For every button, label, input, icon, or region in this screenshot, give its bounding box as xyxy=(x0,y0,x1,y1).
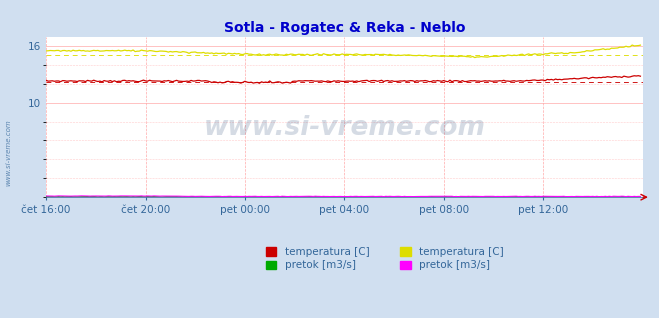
Text: www.si-vreme.com: www.si-vreme.com xyxy=(5,119,12,186)
Title: Sotla - Rogatec & Reka - Neblo: Sotla - Rogatec & Reka - Neblo xyxy=(223,21,465,35)
Text: www.si-vreme.com: www.si-vreme.com xyxy=(204,115,485,141)
Legend: temperatura [C], pretok [m3/s]: temperatura [C], pretok [m3/s] xyxy=(400,247,503,270)
